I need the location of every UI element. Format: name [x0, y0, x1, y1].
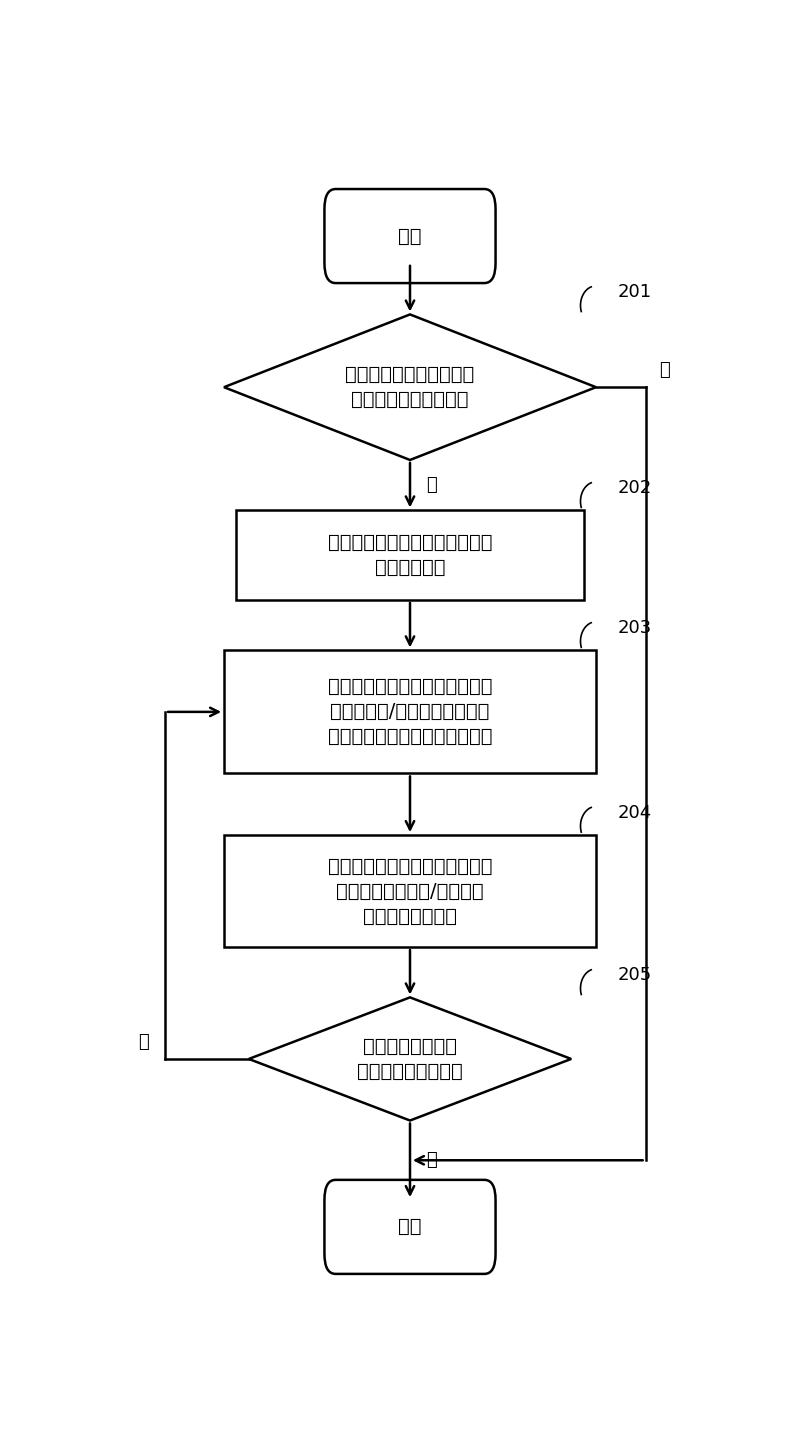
Polygon shape [249, 997, 571, 1121]
Text: 否: 否 [659, 362, 670, 379]
Text: 基站从所述小区的多个天线中选
择一参考天线: 基站从所述小区的多个天线中选 择一参考天线 [328, 534, 492, 577]
Text: 基站判断是否需要
继续进行天线校正？: 基站判断是否需要 继续进行天线校正？ [357, 1037, 463, 1080]
Bar [224, 650, 596, 774]
Text: 205: 205 [618, 965, 652, 984]
Text: 基站对待调整天线对应的射频链
路的增益和/或相位进行调整，
通知用户设备进入天线校正模式: 基站对待调整天线对应的射频链 路的增益和/或相位进行调整， 通知用户设备进入天线… [328, 678, 492, 746]
Text: 是: 是 [426, 475, 437, 494]
Text: 基站判断是否需要对小区
的多个天线进行校正？: 基站判断是否需要对小区 的多个天线进行校正？ [346, 365, 474, 409]
Text: 是: 是 [138, 1034, 149, 1051]
FancyBboxPatch shape [325, 189, 495, 284]
Text: 203: 203 [618, 619, 652, 637]
Text: 结束: 结束 [398, 1217, 422, 1236]
Polygon shape [224, 314, 596, 459]
Text: 202: 202 [618, 478, 652, 497]
Text: 用户设备测量待调整天线对应的
射频链路的增益和/或相位，
并上报给所述基站: 用户设备测量待调整天线对应的 射频链路的增益和/或相位， 并上报给所述基站 [328, 856, 492, 926]
FancyBboxPatch shape [325, 1179, 495, 1274]
Text: 201: 201 [618, 284, 652, 301]
Text: 否: 否 [426, 1152, 437, 1169]
Text: 开始: 开始 [398, 227, 422, 246]
Bar [237, 510, 584, 601]
Bar [224, 835, 596, 947]
Text: 204: 204 [618, 804, 652, 822]
